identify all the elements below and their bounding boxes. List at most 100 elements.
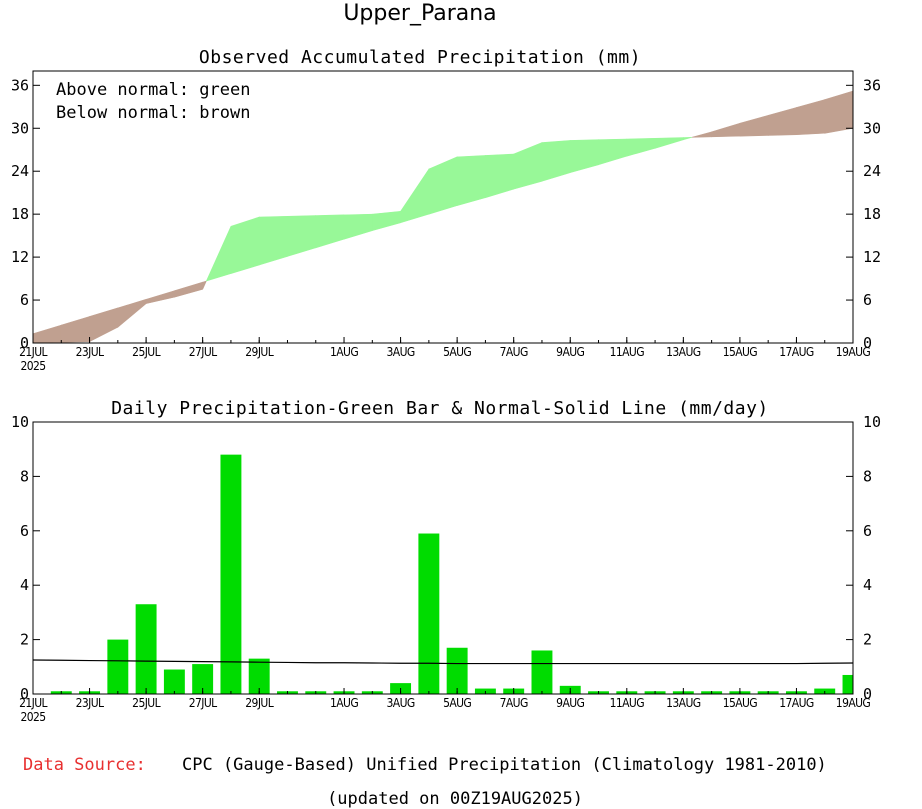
accumulated-ytick-label-right: 36 — [863, 76, 881, 94]
daily-ytick-label-left: 2 — [20, 631, 29, 649]
daily-bars — [50, 454, 853, 694]
below-normal-area — [739, 114, 769, 137]
below-normal-area — [711, 122, 741, 138]
accumulated-ytick-label-left: 36 — [11, 76, 29, 94]
accumulated-xtick-label: 5AUG — [443, 345, 471, 359]
legend-above-normal: Above normal: green — [56, 80, 250, 100]
daily-xtick-year: 2025 — [20, 710, 45, 724]
accumulated-ytick-label-right: 0 — [863, 334, 872, 352]
above-normal-area — [541, 140, 571, 182]
accumulated-xtick-label: 9AUG — [556, 345, 584, 359]
below-normal-area — [824, 90, 854, 134]
daily-bar — [107, 639, 129, 694]
below-normal-area — [145, 290, 175, 305]
below-normal-area — [691, 131, 712, 138]
accumulated-xtick-label: 27JUL — [189, 345, 217, 359]
daily-ytick-label-left: 8 — [20, 467, 29, 485]
legend-below-normal: Below normal: brown — [56, 103, 250, 123]
daily-xtick-label: 13AUG — [666, 696, 701, 710]
daily-xtick-label: 3AUG — [387, 696, 415, 710]
footer: Data Source: CPC (Gauge-Based) Unified P… — [23, 755, 827, 809]
accumulated-xtick-year: 2025 — [20, 359, 45, 373]
daily-bar — [418, 533, 440, 694]
page-title: Upper_Parana — [343, 1, 496, 26]
above-normal-area — [343, 213, 373, 240]
accumulated-ytick-label-right: 30 — [863, 119, 881, 137]
accumulated-ytick-label-left: 30 — [11, 119, 29, 137]
daily-bar — [248, 658, 270, 694]
accumulated-ytick-label-right: 12 — [863, 248, 881, 266]
above-normal-area — [287, 215, 317, 257]
data-source-text: CPC (Gauge-Based) Unified Precipitation … — [182, 755, 827, 775]
daily-xtick-label: 15AUG — [723, 696, 758, 710]
daily-normal-line — [32, 659, 854, 665]
daily-bar — [446, 647, 468, 694]
above-normal-area — [456, 155, 486, 206]
accumulated-xtick-label: 29JUL — [245, 345, 273, 359]
accumulated-ytick-label-left: 0 — [20, 334, 29, 352]
accumulated-xtick-label: 3AUG — [387, 345, 415, 359]
daily-ytick-label-left: 4 — [20, 576, 29, 594]
daily-plot-frame — [32, 421, 854, 695]
accumulated-ytick-label-left: 6 — [20, 291, 29, 309]
daily-xtick-label: 5AUG — [443, 696, 471, 710]
daily-ytick-label-right: 2 — [863, 631, 872, 649]
accumulated-xtick-label: 23JUL — [76, 345, 104, 359]
daily-xtick-label: 17AUG — [779, 696, 814, 710]
daily-ytick-label-left: 6 — [20, 522, 29, 540]
below-normal-area — [32, 324, 62, 344]
accumulated-xtick-label: 21JUL — [19, 345, 47, 359]
accumulated-fill-areas — [32, 90, 854, 344]
daily-xtick-label: 7AUG — [500, 696, 528, 710]
daily-chart: Daily Precipitation-Green Bar & Normal-S… — [11, 398, 881, 724]
below-normal-area — [767, 107, 797, 136]
daily-bar — [842, 674, 853, 694]
accumulated-xtick-label: 7AUG — [500, 345, 528, 359]
accumulated-chart: Observed Accumulated Precipitation (mm) … — [11, 47, 881, 373]
daily-bar — [163, 669, 185, 694]
daily-xtick-label: 9AUG — [556, 696, 584, 710]
daily-xtick-label: 11AUG — [610, 696, 645, 710]
daily-chart-title: Daily Precipitation-Green Bar & Normal-S… — [111, 398, 769, 419]
daily-bar — [220, 454, 242, 694]
accumulated-plot-frame — [32, 70, 854, 344]
accumulated-xtick-label: 1AUG — [330, 345, 358, 359]
daily-bar — [531, 650, 553, 694]
daily-ytick-label-left: 0 — [20, 685, 29, 703]
daily-xtick-label: 25JUL — [132, 696, 160, 710]
above-normal-area — [315, 214, 345, 249]
accumulated-ytick-label-left: 18 — [11, 205, 29, 223]
daily-ytick-label-left: 10 — [11, 413, 29, 431]
daily-xtick-label: 27JUL — [189, 696, 217, 710]
above-normal-area — [683, 137, 692, 141]
accumulated-chart-title: Observed Accumulated Precipitation (mm) — [199, 47, 641, 68]
daily-ytick-label-right: 8 — [863, 467, 872, 485]
above-normal-area — [513, 142, 543, 190]
daily-bar — [192, 664, 214, 694]
above-normal-area — [372, 210, 401, 232]
accumulated-ytick-label-right: 6 — [863, 291, 872, 309]
below-normal-area — [60, 316, 90, 343]
accumulated-ytick-label-right: 24 — [863, 162, 881, 180]
below-normal-area — [174, 281, 203, 298]
daily-xtick-label: 23JUL — [76, 696, 104, 710]
daily-ytick-label-right: 6 — [863, 522, 872, 540]
daily-ytick-label-right: 4 — [863, 576, 872, 594]
accumulated-xtick-label: 11AUG — [610, 345, 645, 359]
daily-xtick-label: 19AUG — [836, 696, 871, 710]
above-normal-area — [428, 156, 458, 215]
daily-bar — [135, 604, 157, 694]
accumulated-ytick-label-left: 24 — [11, 162, 29, 180]
accumulated-xtick-label: 25JUL — [132, 345, 160, 359]
accumulated-xtick-label: 19AUG — [836, 345, 871, 359]
daily-ytick-label-right: 0 — [863, 685, 872, 703]
accumulated-xtick-label: 15AUG — [723, 345, 758, 359]
accumulated-ytick-label-right: 18 — [863, 205, 881, 223]
updated-note: (updated on 00Z19AUG2025) — [327, 789, 583, 809]
above-normal-area — [258, 216, 288, 266]
above-normal-area — [205, 226, 232, 282]
above-normal-area — [400, 168, 430, 224]
below-normal-area — [89, 307, 119, 343]
